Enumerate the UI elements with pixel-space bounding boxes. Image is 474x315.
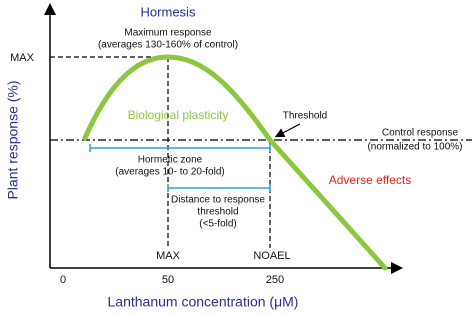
annotation: (averages 10- to 20-fold) bbox=[115, 167, 225, 178]
response-curve bbox=[82, 54, 388, 271]
y-axis-label: Plant response (%) bbox=[5, 80, 21, 199]
title: Hormesis bbox=[141, 4, 196, 19]
zone-lines bbox=[89, 144, 271, 192]
guide-lines bbox=[50, 56, 472, 248]
annotation: Control response bbox=[382, 128, 459, 139]
annotation: Adverse effects bbox=[329, 173, 412, 187]
annotation: Maximum response bbox=[124, 28, 212, 39]
x-tick-label: 50 bbox=[162, 274, 174, 286]
x-tick-label: 250 bbox=[266, 274, 284, 286]
x-marker: NOAEL bbox=[253, 250, 290, 262]
annotation: (<5-fold) bbox=[199, 219, 237, 230]
annotation: Hormetic zone bbox=[138, 155, 203, 166]
x-tick-label: 0 bbox=[60, 274, 66, 286]
annotation: (averages 130-160% of control) bbox=[98, 40, 238, 51]
x-axis-label: Lanthanum concentration (μM) bbox=[108, 294, 299, 310]
x-marker: MAX bbox=[156, 250, 181, 262]
y-max-label: MAX bbox=[10, 52, 35, 64]
annotation: (normalized to 100%) bbox=[367, 142, 462, 153]
axes bbox=[44, 3, 403, 274]
annotation: threshold bbox=[197, 207, 238, 218]
annotation: Biological plasticity bbox=[128, 108, 229, 122]
annotation: Threshold bbox=[283, 111, 327, 122]
annotation: Distance to response bbox=[171, 195, 265, 206]
